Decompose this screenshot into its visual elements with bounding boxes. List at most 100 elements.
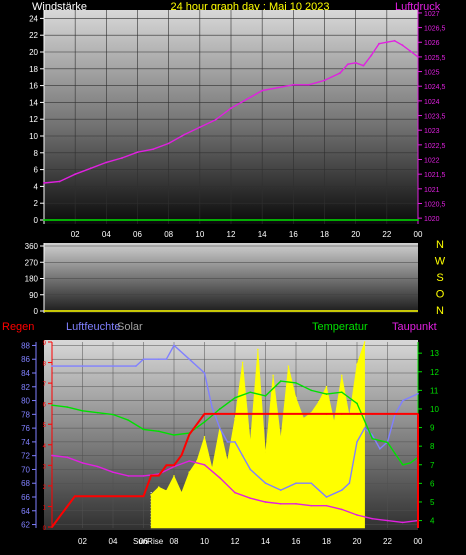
data-point xyxy=(226,460,229,462)
y-outer-tick-label: 2 xyxy=(43,485,47,491)
x-tick-label: 14 xyxy=(261,537,270,546)
data-point xyxy=(188,358,191,361)
y-right-tick-label: 1020 xyxy=(424,216,440,223)
x-tick-label: 02 xyxy=(71,230,80,239)
data-point xyxy=(157,430,160,433)
data-point xyxy=(310,504,313,507)
y-outer-tick-label: 1 xyxy=(43,505,47,511)
x-tick-label: 20 xyxy=(351,230,360,239)
data-point xyxy=(264,452,267,455)
data-point xyxy=(66,406,69,408)
y-right-tick-label: 1021 xyxy=(424,187,440,194)
y-outer-tick-label: 4 xyxy=(43,444,47,450)
y-right-tick-label: 1023,5 xyxy=(424,114,446,121)
data-point xyxy=(325,385,328,388)
y-tick-label: 90 xyxy=(29,291,38,300)
data-point xyxy=(203,372,206,374)
data-point xyxy=(226,441,229,443)
data-point xyxy=(386,441,389,444)
y-outer-tick-label: 5 xyxy=(43,423,47,429)
y-outer-tick-label: 3 xyxy=(43,464,47,470)
data-point xyxy=(295,397,297,399)
data-point xyxy=(234,441,236,443)
data-point xyxy=(136,151,139,154)
compass-label: N xyxy=(436,239,444,251)
data-point xyxy=(394,452,396,455)
y-left-tick-label: 70 xyxy=(21,465,30,474)
data-point xyxy=(292,83,295,86)
temperature-axis-label: Temperatur xyxy=(312,321,368,333)
data-point xyxy=(81,365,84,367)
chart-layer: 02468101214161820222410201020,510211021,… xyxy=(21,10,446,546)
solar-axis-label: Solar xyxy=(117,321,143,333)
data-point xyxy=(74,495,76,497)
y-left-tick-label: 76 xyxy=(21,424,30,433)
y-outer-tick-label: 9 xyxy=(43,341,47,347)
data-point xyxy=(249,391,252,394)
data-point xyxy=(264,501,267,503)
data-point xyxy=(142,495,145,497)
data-point xyxy=(51,365,53,367)
y-left-tick-label: 0 xyxy=(34,216,39,225)
data-point xyxy=(325,393,328,395)
y-left-tick-label: 62 xyxy=(21,521,30,530)
data-point xyxy=(348,415,351,418)
data-point xyxy=(96,411,99,414)
y-left-tick-label: 2 xyxy=(34,199,39,208)
y-right-tick-label: 8 xyxy=(430,442,435,451)
x-tick-label: 12 xyxy=(227,230,236,239)
y-left-tick-label: 72 xyxy=(21,452,30,461)
data-point xyxy=(150,474,152,477)
y-right-tick-label: 13 xyxy=(430,349,439,358)
data-point xyxy=(249,497,252,500)
data-point xyxy=(370,54,373,57)
y-right-tick-label: 1026,5 xyxy=(424,26,446,33)
data-point xyxy=(323,79,326,82)
data-point xyxy=(188,460,191,462)
data-point xyxy=(279,437,282,440)
data-point xyxy=(340,413,343,415)
data-point xyxy=(356,363,358,366)
data-point xyxy=(188,471,191,474)
data-point xyxy=(371,434,374,436)
y-left-tick-label: 88 xyxy=(21,341,30,350)
data-point xyxy=(340,391,343,394)
data-point xyxy=(218,476,221,479)
data-point xyxy=(203,413,206,415)
y-tick-label: 270 xyxy=(25,258,39,267)
data-point xyxy=(264,395,267,397)
x-tick-label: 08 xyxy=(164,230,173,239)
y-right-tick-label: 11 xyxy=(430,386,439,395)
data-point xyxy=(214,119,217,121)
data-point xyxy=(264,482,267,485)
x-tick-label: 08 xyxy=(170,537,179,546)
x-tick-label: 12 xyxy=(231,537,240,546)
data-point xyxy=(112,413,114,416)
data-point xyxy=(356,413,358,415)
y-left-tick-label: 24 xyxy=(29,14,38,23)
data-point xyxy=(379,447,381,450)
data-point xyxy=(152,148,154,151)
y-right-tick-label: 1024 xyxy=(424,99,440,106)
y-left-tick-label: 20 xyxy=(29,48,38,57)
data-point xyxy=(198,126,201,129)
data-point xyxy=(203,436,206,438)
y-left-tick-label: 64 xyxy=(21,507,30,516)
y-right-tick-label: 5 xyxy=(430,498,435,507)
data-point xyxy=(417,219,419,221)
data-point xyxy=(409,462,412,464)
y-tick-label: 180 xyxy=(25,275,39,284)
data-point xyxy=(249,441,252,444)
humidity-axis-label: Luftfeuchte xyxy=(66,321,120,333)
data-point xyxy=(51,526,53,528)
data-point xyxy=(310,482,313,485)
data-point xyxy=(279,380,282,382)
data-point xyxy=(417,392,419,395)
data-point xyxy=(165,358,168,361)
data-point xyxy=(43,182,45,184)
data-point xyxy=(325,413,328,415)
data-point xyxy=(165,464,168,467)
compass-label: N xyxy=(436,305,444,317)
x-tick-label: 00 xyxy=(414,230,423,239)
data-point xyxy=(81,410,84,412)
